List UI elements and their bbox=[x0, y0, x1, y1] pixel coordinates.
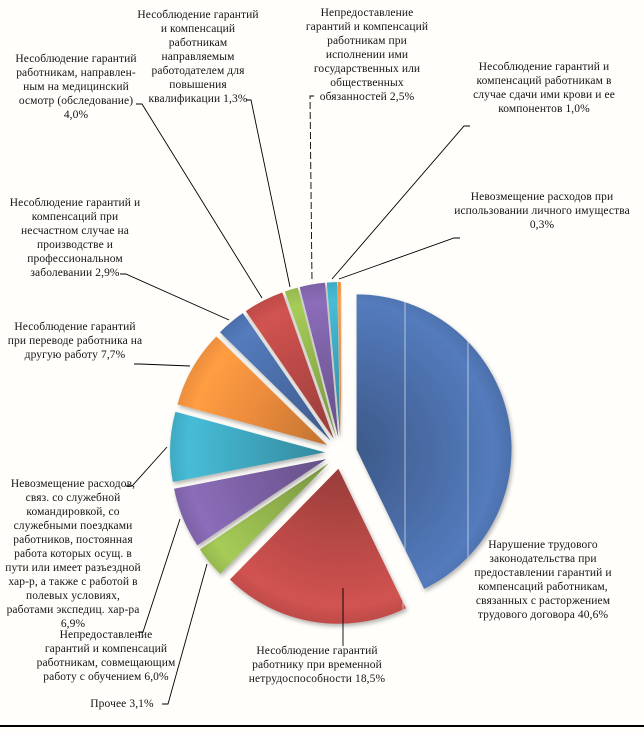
pie-slice bbox=[245, 292, 334, 439]
pie-slice-label: Несоблюдение гарантий при переводе работ… bbox=[7, 321, 143, 362]
leader-line bbox=[309, 95, 314, 282]
leader-line bbox=[331, 125, 470, 280]
leader-line bbox=[120, 273, 230, 321]
leader-line bbox=[138, 518, 181, 633]
pie-slice bbox=[284, 287, 337, 438]
pie-slice bbox=[326, 282, 341, 437]
pie-slice bbox=[174, 459, 327, 546]
pie-slice bbox=[299, 282, 339, 438]
pie-slice bbox=[220, 313, 331, 441]
pie-slice-label: Несоблюдение гарантий работнику при врем… bbox=[248, 645, 386, 686]
leader-line bbox=[338, 237, 460, 280]
leader-line bbox=[126, 446, 168, 487]
pie-slice bbox=[199, 463, 329, 574]
pie-slice-label: Невозмещение расходов, связ. со служебно… bbox=[5, 478, 141, 631]
pie-slice-label: Непредоставление гарантий и компенсаций … bbox=[36, 629, 176, 684]
pie-slice-label: Невозмещение расходов при использовании … bbox=[454, 191, 630, 232]
pie-slice-label: Нарушение трудового законодательства при… bbox=[474, 539, 612, 622]
page-bottom-border bbox=[0, 725, 644, 727]
leader-line bbox=[246, 99, 291, 288]
leader-line bbox=[134, 363, 191, 367]
pie-slice bbox=[337, 281, 341, 437]
pie-slice-label: Прочее 3,1% bbox=[90, 698, 154, 710]
pie-slice bbox=[356, 294, 512, 589]
pie-slice bbox=[177, 336, 328, 445]
pie-slice-label: Несоблюдение гарантий и компенсаций при … bbox=[9, 197, 141, 280]
pie-slice-label: Несоблюдение гарантий работникам, направ… bbox=[15, 53, 137, 122]
leader-line bbox=[136, 103, 263, 299]
pie-slice-label: Несоблюдение гарантий и компенсаций рабо… bbox=[473, 61, 615, 116]
pie-slice bbox=[229, 468, 406, 624]
pie-slice-label: Непредоставление гарантий и компенсаций … bbox=[305, 7, 429, 104]
leader-line bbox=[162, 563, 208, 705]
pie-slice bbox=[170, 411, 325, 482]
pie-slice-label: Несоблюдение гарантий и компенсаций рабо… bbox=[137, 9, 259, 106]
